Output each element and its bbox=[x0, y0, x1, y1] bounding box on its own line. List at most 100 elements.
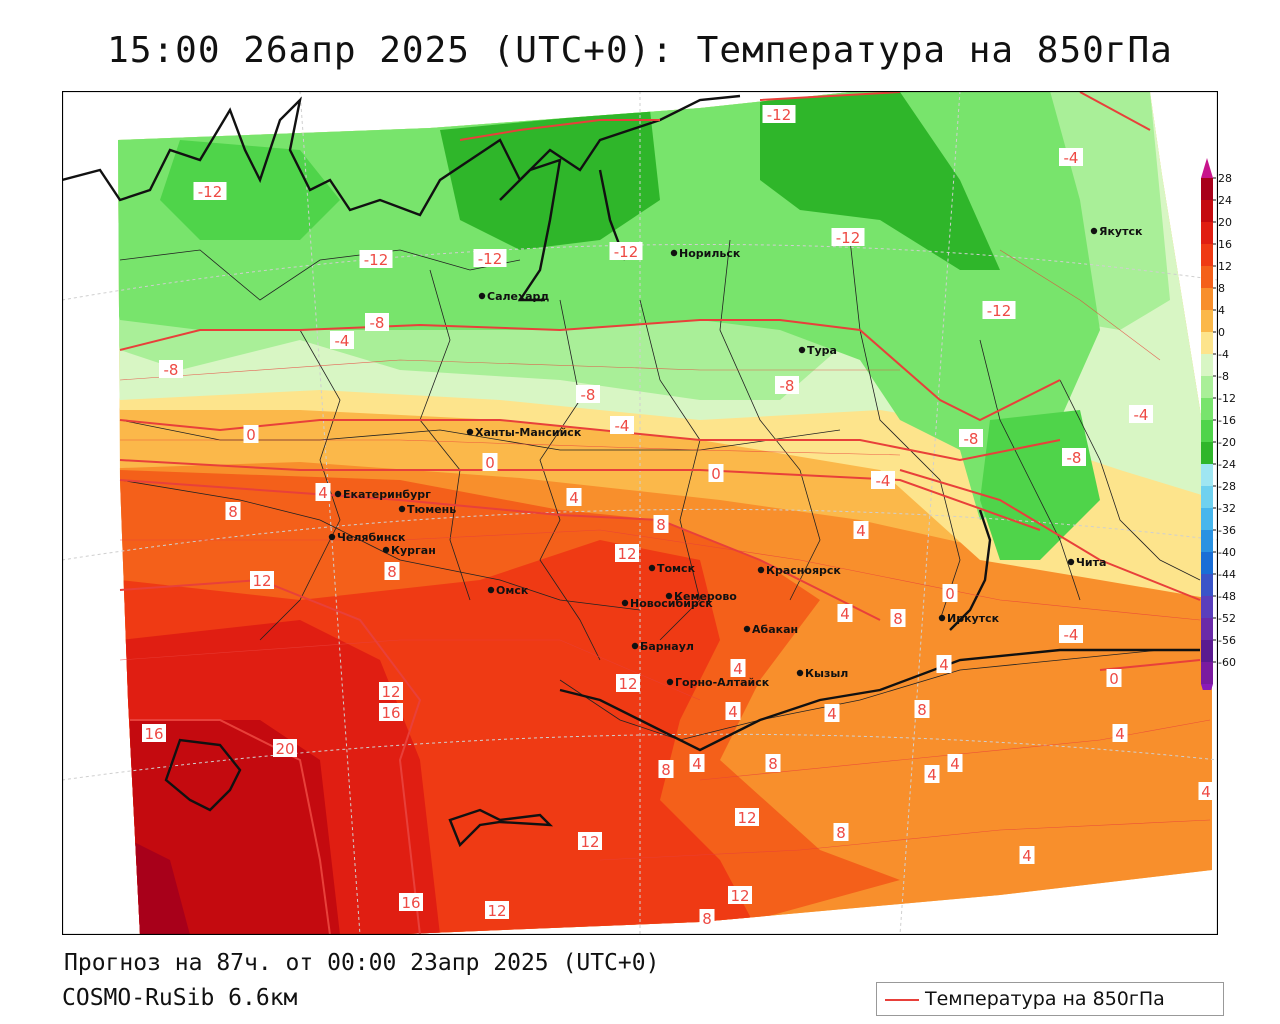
isotherm-label: 4 bbox=[725, 702, 741, 721]
colorbar-swatch bbox=[1201, 640, 1213, 662]
isotherm-label: 0 bbox=[942, 584, 958, 603]
city-marker[interactable]: Екатеринбург bbox=[334, 488, 431, 501]
svg-text:-12: -12 bbox=[198, 183, 223, 201]
city-marker[interactable]: Салехард bbox=[478, 290, 550, 303]
colorbar-swatch bbox=[1201, 178, 1213, 200]
city-name: Томск bbox=[657, 562, 696, 575]
svg-text:8: 8 bbox=[228, 503, 238, 521]
city-marker[interactable]: Норильск bbox=[670, 247, 741, 260]
city-marker[interactable]: Тюмень bbox=[398, 503, 456, 516]
colorbar-swatch bbox=[1201, 552, 1213, 574]
thin-isotherms bbox=[119, 249, 1211, 861]
svg-text:8: 8 bbox=[917, 701, 927, 719]
graticule bbox=[62, 91, 1218, 935]
svg-text:8: 8 bbox=[387, 563, 397, 581]
colorbar-swatch bbox=[1201, 244, 1213, 266]
svg-text:20: 20 bbox=[275, 740, 294, 758]
legend-line-swatch bbox=[885, 999, 919, 1001]
city-dot bbox=[666, 678, 674, 686]
city-name: Иркутск bbox=[947, 612, 1000, 625]
colorbar-tick-label: -44 bbox=[1218, 568, 1236, 581]
city-dot bbox=[798, 346, 806, 354]
isotherm-label: 4 bbox=[947, 754, 963, 773]
isotherm-label: 4 bbox=[924, 765, 940, 784]
svg-text:4: 4 bbox=[733, 660, 743, 678]
city-name: Барнаул bbox=[640, 640, 694, 653]
colorbar-tick-label: -12 bbox=[1218, 392, 1236, 405]
svg-text:16: 16 bbox=[381, 704, 400, 722]
city-marker[interactable]: Ханты-Мансийск bbox=[466, 426, 582, 439]
isotherm-label: -12 bbox=[831, 228, 865, 247]
svg-text:8: 8 bbox=[702, 910, 712, 928]
isotherm-label: 8 bbox=[833, 823, 849, 842]
city-name: Новосибирск bbox=[630, 597, 713, 610]
city-marker[interactable]: Иркутск bbox=[938, 612, 1000, 625]
svg-text:12: 12 bbox=[252, 572, 271, 590]
city-markers: Норильск Якутск Салехард Тура Ханты-Мансийск… bbox=[328, 225, 1143, 689]
city-name: Ханты-Мансийск bbox=[475, 426, 582, 439]
city-name: Кемерово bbox=[674, 590, 737, 603]
city-marker[interactable]: Кемерово bbox=[665, 590, 737, 603]
temperature-map[interactable]: -12 -4 -12 -12 -12 -12 -12 -12 -8 -4 -8 -8 -8 -4 -4 -8 -… bbox=[62, 91, 1218, 935]
isotherm-label: -8 bbox=[775, 376, 799, 395]
isotherm-label: 16 bbox=[142, 724, 166, 743]
colorbar-tick-label: 20 bbox=[1218, 216, 1232, 229]
svg-text:-4: -4 bbox=[335, 332, 350, 350]
city-marker[interactable]: Челябинск bbox=[328, 531, 406, 544]
isotherm-label: 4 bbox=[824, 704, 840, 723]
city-dot bbox=[334, 490, 342, 498]
city-name: Челябинск bbox=[337, 531, 406, 544]
city-marker[interactable]: Якутск bbox=[1090, 225, 1143, 238]
city-dot bbox=[631, 642, 639, 650]
svg-text:-12: -12 bbox=[767, 106, 792, 124]
colorbar-swatch bbox=[1201, 508, 1213, 530]
colorbar-tick-label: 8 bbox=[1218, 282, 1225, 295]
colorbar-tick-label: -16 bbox=[1218, 414, 1236, 427]
svg-text:4: 4 bbox=[927, 766, 937, 784]
city-marker[interactable]: Барнаул bbox=[631, 640, 694, 653]
city-name: Норильск bbox=[679, 247, 741, 260]
svg-text:-4: -4 bbox=[1134, 406, 1149, 424]
colorbar-swatch bbox=[1201, 222, 1213, 244]
colorbar-tick-label: -48 bbox=[1218, 590, 1236, 603]
city-marker[interactable]: Томск bbox=[648, 562, 696, 575]
city-marker[interactable]: Красноярск bbox=[757, 564, 842, 577]
svg-text:4: 4 bbox=[939, 656, 949, 674]
isotherm-label: -4 bbox=[1059, 625, 1083, 644]
city-dot bbox=[665, 592, 673, 600]
svg-text:4: 4 bbox=[1201, 783, 1211, 801]
city-name: Курган bbox=[391, 544, 436, 557]
temperature-colorbar: 28 24 20 16 12 8 4 0 -4 -8 -12 -16 -20 -24 -28 -32 -36 -4… bbox=[1201, 158, 1236, 690]
svg-text:4: 4 bbox=[692, 755, 702, 773]
isotherm-label: 4 bbox=[1019, 846, 1035, 865]
svg-text:-12: -12 bbox=[478, 250, 503, 268]
city-marker[interactable]: Кызыл bbox=[796, 667, 849, 680]
city-dot bbox=[757, 566, 765, 574]
city-dot bbox=[796, 669, 804, 677]
isotherm-label: 12 bbox=[485, 901, 509, 920]
isotherm-label: 12 bbox=[379, 682, 403, 701]
isotherm-label: 4 bbox=[315, 483, 331, 502]
city-marker[interactable]: Омск bbox=[487, 584, 529, 597]
city-dot bbox=[670, 249, 678, 257]
city-marker[interactable]: Абакан bbox=[743, 623, 798, 636]
city-marker[interactable]: Чита bbox=[1067, 556, 1107, 569]
svg-text:16: 16 bbox=[401, 894, 420, 912]
colorbar-swatch bbox=[1201, 486, 1213, 508]
isotherm-label: 12 bbox=[735, 808, 759, 827]
colorbar-tick-label: 0 bbox=[1218, 326, 1225, 339]
svg-text:12: 12 bbox=[487, 902, 506, 920]
isotherm-label: -4 bbox=[330, 331, 354, 350]
city-dot bbox=[938, 614, 946, 622]
city-name: Чита bbox=[1076, 556, 1106, 569]
city-marker[interactable]: Горно-Алтайск bbox=[666, 676, 770, 689]
city-marker[interactable]: Курган bbox=[382, 544, 436, 557]
colorbar-swatch bbox=[1201, 420, 1213, 442]
svg-text:12: 12 bbox=[730, 887, 749, 905]
colorbar-swatch bbox=[1201, 332, 1213, 354]
city-name: Тура bbox=[807, 344, 837, 357]
isotherm-label: 4 bbox=[837, 604, 853, 623]
city-marker[interactable]: Новосибирск bbox=[621, 597, 713, 610]
isotherm-label: 4 bbox=[566, 488, 582, 507]
city-marker[interactable]: Тура bbox=[798, 344, 837, 357]
